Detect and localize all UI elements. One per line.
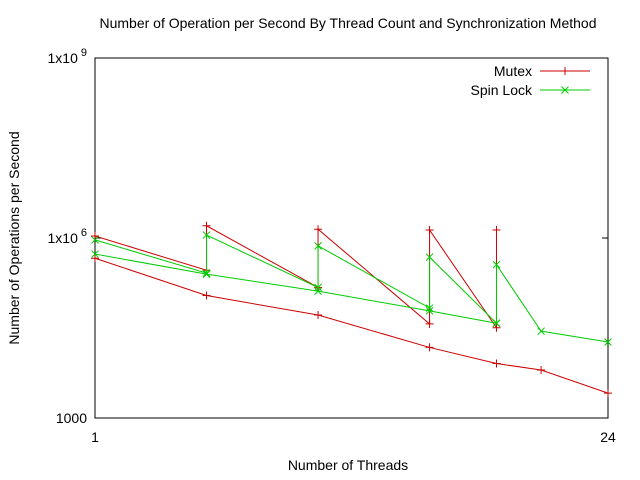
y-tick-label: 1000 bbox=[56, 410, 87, 426]
chart-title: Number of Operation per Second By Thread… bbox=[99, 15, 596, 31]
point bbox=[314, 283, 322, 292]
point bbox=[91, 231, 99, 240]
point bbox=[425, 343, 434, 352]
point bbox=[537, 366, 546, 375]
series-line bbox=[94, 224, 609, 394]
legend-label: Spin Lock bbox=[471, 82, 533, 98]
point bbox=[202, 291, 211, 300]
plot-border bbox=[94, 57, 609, 419]
legend-label: Mutex bbox=[494, 63, 532, 79]
point bbox=[492, 359, 501, 368]
point bbox=[314, 225, 323, 234]
point bbox=[425, 319, 434, 328]
point bbox=[425, 225, 434, 234]
point bbox=[492, 225, 501, 234]
y-tick-label: 1x10 6 bbox=[48, 227, 87, 246]
point bbox=[314, 287, 322, 296]
y-axis-label: Number of Operations per Second bbox=[6, 131, 22, 344]
point bbox=[604, 338, 612, 346]
point bbox=[425, 304, 434, 312]
point bbox=[202, 231, 211, 239]
point bbox=[537, 327, 545, 336]
point bbox=[425, 307, 434, 315]
point bbox=[202, 221, 211, 230]
x-tick-label: 1 bbox=[91, 429, 99, 445]
legend-marker bbox=[561, 86, 569, 94]
point bbox=[492, 323, 501, 332]
point bbox=[425, 253, 434, 261]
point bbox=[604, 389, 612, 398]
y-tick-label: 1x10 9 bbox=[48, 47, 87, 66]
x-axis-label: Number of Threads bbox=[288, 457, 408, 473]
legend-marker bbox=[561, 67, 569, 75]
point bbox=[202, 269, 211, 277]
point bbox=[492, 319, 501, 328]
point bbox=[314, 241, 322, 250]
point bbox=[91, 236, 99, 244]
series-line bbox=[94, 234, 609, 343]
point bbox=[492, 260, 501, 269]
x-tick-label: 24 bbox=[600, 429, 616, 445]
point bbox=[91, 254, 99, 263]
point bbox=[91, 250, 99, 258]
point bbox=[314, 311, 323, 320]
point bbox=[202, 270, 211, 278]
